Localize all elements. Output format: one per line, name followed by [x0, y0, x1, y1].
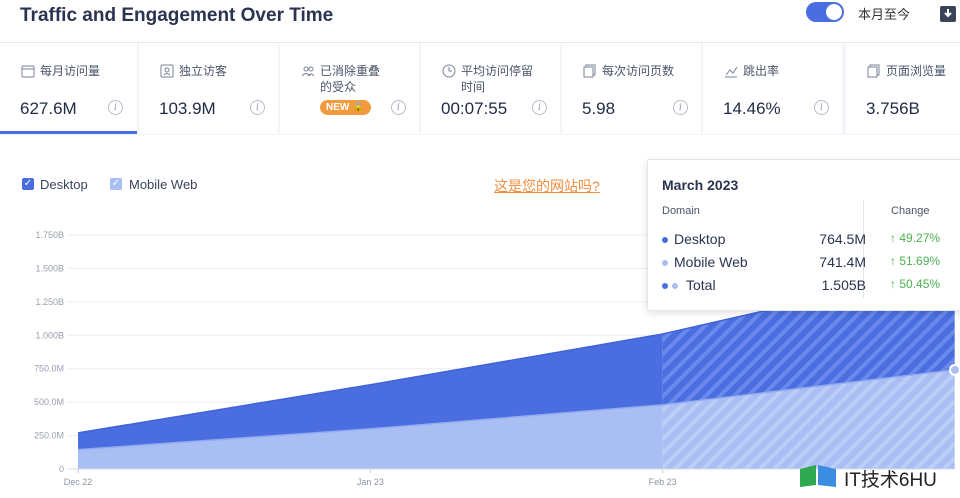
tooltip-row-value: 741.4M: [819, 254, 866, 270]
tooltip-row-name: Desktop: [674, 231, 726, 247]
line-mobile-web: [77, 369, 956, 451]
metric-value: 00:07:55: [441, 99, 508, 118]
y-tick-label: 1.000B: [35, 330, 64, 340]
metric-unique-visitors[interactable]: 独立访客 103.9M i: [139, 43, 278, 134]
y-tick-label: 1.750B: [35, 230, 64, 240]
metric-pages-per-visit[interactable]: 每次访问页数 5.98 i: [562, 43, 701, 134]
metric-label: 每月访问量: [40, 64, 101, 78]
tooltip-row-mobile-web: Mobile Web 741.4M ↑ 51.69%: [662, 254, 960, 272]
tooltip-row-name: Mobile Web: [674, 254, 748, 270]
tooltip-row-value: 1.505B: [821, 277, 866, 293]
point-mobile-web-mar23: [949, 363, 960, 376]
y-tick-label: 750.0M: [34, 364, 64, 374]
info-icon[interactable]: i: [250, 100, 265, 115]
legend-label-desktop: Desktop: [40, 177, 88, 192]
legend-label-mobile-web: Mobile Web: [129, 177, 198, 192]
new-badge: NEW 🔒: [320, 100, 371, 115]
x-tick-label: Dec 22: [64, 477, 93, 487]
tooltip-row-desktop: Desktop 764.5M ↑ 49.27%: [662, 231, 960, 249]
tooltip-domain-header: Domain: [662, 205, 700, 217]
info-icon[interactable]: i: [532, 100, 547, 115]
info-icon[interactable]: i: [108, 100, 123, 115]
metric-page-views[interactable]: 页面浏览量 3.756B: [846, 43, 960, 134]
month-to-date-toggle[interactable]: [806, 2, 844, 22]
chart-tooltip: March 2023 Domain Change Desktop 764.5M …: [647, 159, 960, 311]
bounce-icon: [725, 66, 738, 78]
metric-deduplicated-audience[interactable]: 已消除重叠的受众 NEW 🔒 i: [280, 43, 419, 134]
y-tick-label: 500.0M: [34, 397, 64, 407]
tooltip-row-change: ↑ 49.27%: [890, 231, 941, 245]
tooltip-title: March 2023: [662, 177, 739, 193]
metric-label: 跳出率: [743, 64, 780, 78]
tooltip-row-change: ↑ 50.45%: [890, 277, 941, 291]
area-mobile-web: [78, 404, 663, 469]
tooltip-change-header: Change: [891, 205, 930, 217]
series-dot: [672, 283, 678, 289]
series-dot: [662, 260, 668, 266]
toggle-label: 本月至今: [858, 7, 911, 22]
pages-icon: [867, 64, 880, 78]
info-icon[interactable]: i: [391, 100, 406, 115]
metric-value: 14.46%: [723, 99, 781, 118]
metric-avg-visit-duration[interactable]: 平均访问停留时间 00:07:55 i: [421, 43, 560, 134]
y-tick-label: 0: [59, 464, 64, 474]
metric-label: 页面浏览量: [886, 64, 947, 78]
info-icon[interactable]: i: [673, 100, 688, 115]
metric-monthly-visits[interactable]: 每月访问量 627.6M i: [0, 43, 137, 134]
y-tick-label: 1.500B: [35, 263, 64, 273]
legend-checkbox-desktop[interactable]: ✓: [22, 178, 34, 190]
user-card-icon: [160, 64, 174, 78]
metrics-strip: 每月访问量 627.6M i 独立访客 103.9M i 已消除重叠的受众 NE…: [0, 42, 960, 135]
calendar-icon: [21, 65, 35, 78]
tooltip-row-name: Total: [686, 277, 716, 293]
metric-label: 独立访客: [179, 64, 228, 78]
metric-value: 3.756B: [866, 99, 920, 118]
x-tick-label: Jan 23: [357, 477, 384, 487]
y-tick-label: 1.250B: [35, 297, 64, 307]
area-desktop: [78, 333, 663, 450]
watermark-text: IT技术6HU: [844, 470, 937, 491]
pages-icon: [583, 64, 596, 78]
metric-value: 5.98: [582, 99, 616, 118]
x-tick-label: Feb 23: [649, 477, 677, 487]
metric-bounce-rate[interactable]: 跳出率 14.46% i: [703, 43, 842, 134]
legend-checkbox-mobile-web[interactable]: ✓: [110, 178, 122, 190]
metric-value: 103.9M: [159, 99, 216, 118]
y-tick-label: 250.0M: [34, 431, 64, 441]
tooltip-row-total: Total 1.505B ↑ 50.45%: [662, 277, 960, 295]
info-icon[interactable]: i: [814, 100, 829, 115]
download-icon[interactable]: [938, 4, 960, 24]
toggle-knob: [826, 4, 842, 20]
tooltip-row-value: 764.5M: [819, 231, 866, 247]
metric-label: 已消除重叠的受众: [320, 64, 381, 94]
tooltip-row-change: ↑ 51.69%: [890, 254, 941, 268]
metric-value: 627.6M: [20, 99, 77, 118]
page-title: Traffic and Engagement Over Time: [20, 5, 334, 26]
series-dot: [662, 283, 668, 289]
tooltip-divider: [863, 200, 864, 298]
area-mobile-web-partial: [662, 369, 955, 469]
metric-label: 平均访问停留时间: [461, 64, 534, 94]
watermark: IT技术6HU: [798, 461, 958, 491]
users-icon: [301, 66, 315, 77]
watermark-logo: [800, 465, 836, 487]
is-this-your-site-link[interactable]: 这是您的网站吗?: [494, 178, 600, 194]
metric-label: 每次访问页数: [602, 64, 675, 78]
clock-icon: [442, 64, 456, 78]
series-dot: [662, 237, 668, 243]
